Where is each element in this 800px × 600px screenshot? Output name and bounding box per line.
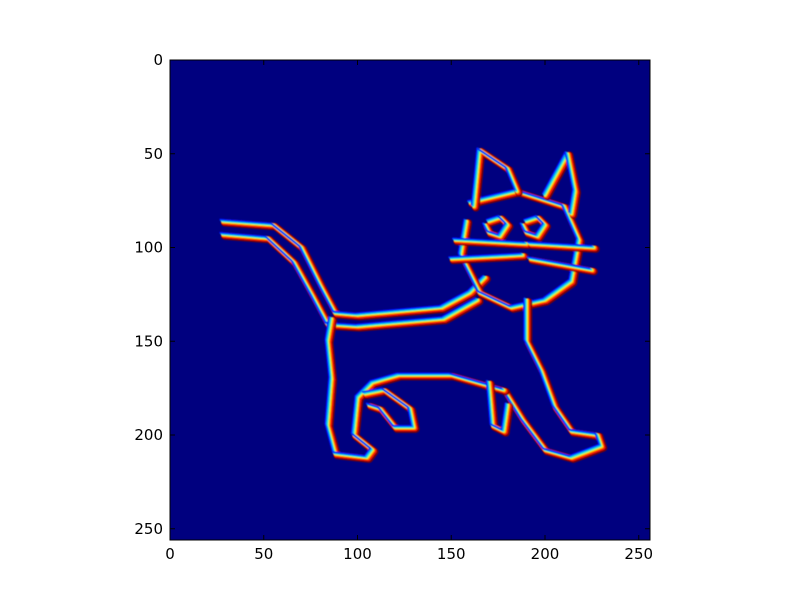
edge-head-layer-5 [457,188,578,307]
edge-tail-layer-5 [219,218,484,314]
y-tick-label: 250 [134,520,163,538]
x-tick-label: 250 [624,545,653,563]
edge-tail-inner-layer-5 [219,231,476,326]
x-tick-label: 150 [437,545,466,563]
y-tick-label: 0 [153,51,163,69]
x-tick-label: 100 [343,545,372,563]
edge-whiskers-left-2-layer-5 [448,252,521,258]
edge-right-ear-layer-5 [541,151,574,213]
plot-frame [169,59,651,541]
edge-front-leg-inner-layer-5 [485,379,506,431]
edge-back-foot-layer-5 [361,387,413,427]
edge-left-ear-layer-5 [470,147,516,206]
x-tick-label: 0 [165,545,175,563]
y-tick-label: 100 [134,239,163,257]
edge-whiskers-right-2-layer-5 [526,256,591,269]
edge-whiskers-right-layer-5 [526,241,593,247]
x-tick-label: 200 [531,545,560,563]
edge-whiskers-left-layer-5 [451,237,525,243]
x-tick-labels: 0 50 100 150 200 250 [165,545,653,563]
edge-left-eye-layer-5 [481,214,506,236]
y-tick-label: 200 [134,426,163,444]
y-tick-labels: 0 50 100 150 200 250 [134,51,163,538]
y-tick-label: 50 [144,145,163,163]
edge-right-ear-layer-4 [542,151,575,214]
edge-belly-layer-5 [324,316,503,457]
edge-neck-front-layer-5 [500,297,600,457]
edge-right-eye-layer-5 [519,214,544,236]
edge-responses [219,147,608,463]
x-tick-label: 50 [254,545,273,563]
y-tick-label: 150 [134,332,163,350]
plot-background [170,60,650,540]
axis-ticks [169,59,650,540]
